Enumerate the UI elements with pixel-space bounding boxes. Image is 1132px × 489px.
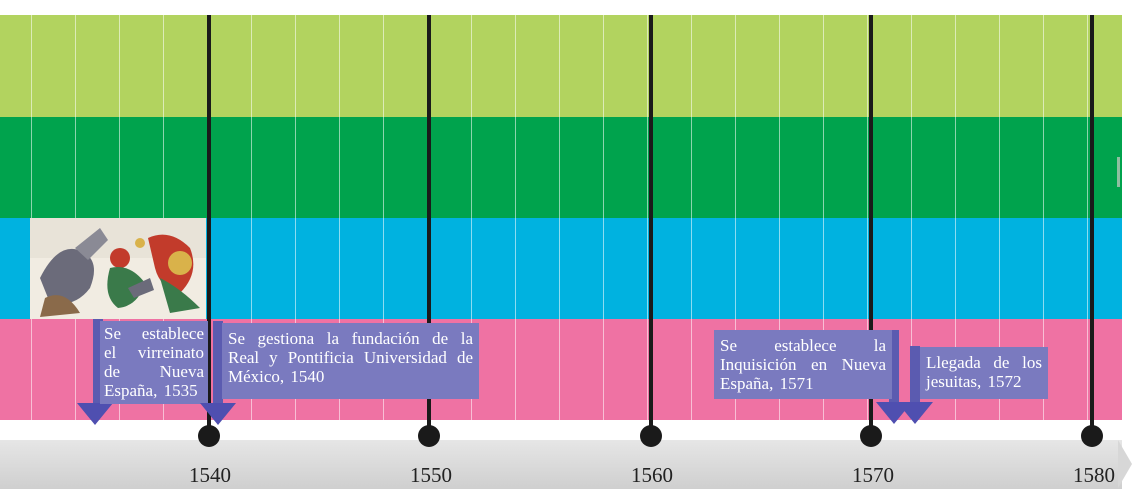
gridline [911,15,912,420]
gridline [559,15,560,420]
gridline [1087,15,1088,420]
gridline [119,15,120,420]
gridline [603,15,604,420]
band-1 [0,15,1122,117]
event-arrow-shaft [889,330,899,406]
gridline [779,15,780,420]
event-arrow-head [897,402,933,424]
gridline [383,15,384,420]
event-arrow-shaft [93,319,103,405]
event-virreinato: Se establece el virreinato de Nueva Espa… [100,321,208,404]
gridline [295,15,296,420]
gridline [163,15,164,420]
gridline [867,15,868,420]
year-label-1540: 1540 [189,463,231,487]
event-universidad: Se gestiona la fundación de la Real y Po… [222,323,479,399]
gridline [471,15,472,420]
gridline [647,15,648,420]
band-2 [0,117,1122,218]
gridline [1043,15,1044,420]
event-jesuitas: Llegada de los jesuitas, 1572 [920,347,1048,399]
gridline [75,15,76,420]
year-label-1560: 1560 [631,463,673,487]
year-label-1570: 1570 [852,463,894,487]
event-inquisicion: Se establece la Inquisición en Nueva Esp… [714,330,892,399]
year-dot-1580 [1081,425,1103,447]
year-line-1540 [207,15,211,435]
timeline-axis [0,440,1122,489]
event-arrow-head [77,403,113,425]
gridline [999,15,1000,420]
year-line-1570 [869,15,873,435]
battle-painting-image [30,218,206,319]
gridline [31,15,32,420]
year-dot-1550 [418,425,440,447]
year-label-1550: 1550 [410,463,452,487]
year-dot-1560 [640,425,662,447]
gridline [691,15,692,420]
gridline [339,15,340,420]
gridline [823,15,824,420]
gridline [515,15,516,420]
event-arrow-shaft [213,321,223,405]
year-line-1560 [649,15,653,435]
gridline [251,15,252,420]
timeline-arrowhead [1118,440,1132,488]
year-dot-1540 [198,425,220,447]
year-line-1550 [427,15,431,435]
year-line-1580 [1090,15,1094,435]
gridline [955,15,956,420]
event-arrow-head [200,403,236,425]
band-edge-mark [1117,157,1120,187]
year-dot-1570 [860,425,882,447]
event-arrow-shaft [910,346,920,406]
gridline [735,15,736,420]
year-label-1580: 1580 [1073,463,1115,487]
